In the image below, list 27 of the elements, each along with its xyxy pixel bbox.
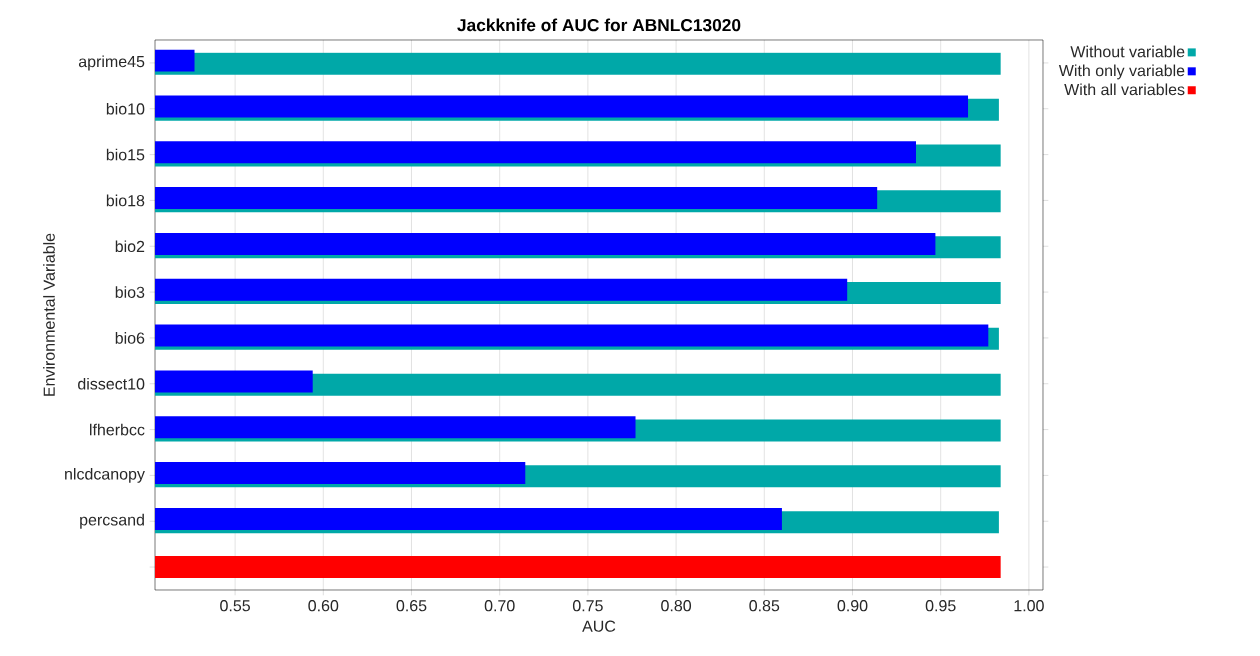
x-tick-label: 0.90 <box>837 600 868 612</box>
x-tick-label: 0.60 <box>308 600 339 612</box>
y-axis-title: Environmental Variable <box>43 233 55 396</box>
x-tick-label: 0.65 <box>396 600 427 612</box>
y-tick-label: aprime45 <box>78 55 145 71</box>
chart-title: Jackknife of AUC for ABNLC13020 <box>457 18 741 32</box>
y-tick-label: bio15 <box>106 148 145 161</box>
legend-label: Without variable <box>1070 45 1185 58</box>
y-tick-label: bio2 <box>115 240 145 253</box>
x-tick-label: 0.95 <box>925 600 956 612</box>
y-tick-label: dissect10 <box>78 377 145 390</box>
legend-label: With only variable <box>1058 64 1185 80</box>
y-tick-label: percsand <box>80 513 144 529</box>
x-tick-label: 0.70 <box>484 600 515 612</box>
x-tick-label: 0.80 <box>661 600 692 612</box>
y-tick-label: bio3 <box>115 286 145 298</box>
y-tick-label: nlcdcanopy <box>65 467 145 483</box>
y-tick-label: bio6 <box>115 332 145 344</box>
y-tick-label: bio10 <box>106 102 145 115</box>
x-tick-label: 1.00 <box>1014 600 1044 612</box>
y-tick-label: bio18 <box>106 194 145 207</box>
x-tick-label: 0.55 <box>220 600 250 612</box>
x-axis-title: AUC <box>582 620 616 632</box>
legend-label: With all variables <box>1064 83 1185 96</box>
y-tick-label: lfherbcc <box>90 423 145 436</box>
x-tick-label: 0.75 <box>572 600 603 612</box>
x-tick-label: 0.85 <box>749 600 780 612</box>
